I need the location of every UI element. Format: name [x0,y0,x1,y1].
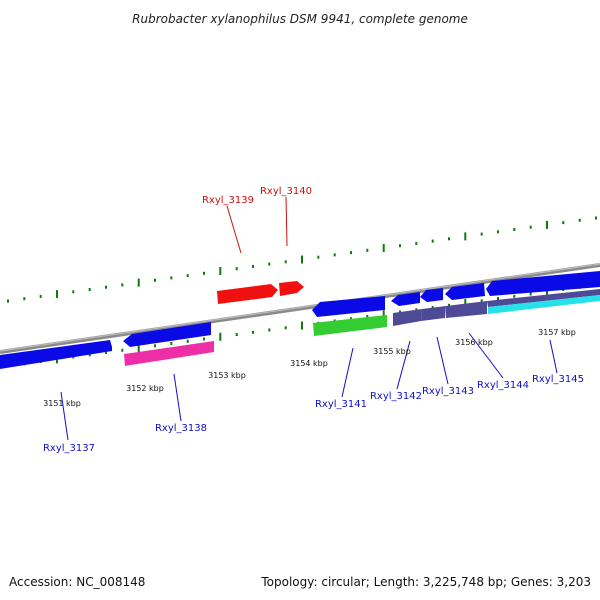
gene-rxyl-3144-lower-feature[interactable] [446,301,487,318]
gene-label-rxyl-3144[interactable]: Rxyl_3144 [477,380,529,391]
connector-rxyl-3144 [468,332,504,379]
scale-label: 3152 kbp [126,384,164,393]
connector-rxyl-3143 [436,336,449,385]
gene-rxyl-3144-feature[interactable] [445,283,485,300]
gene-rxyl-3141-lower-feature[interactable] [313,315,387,336]
connector-rxyl-3141 [341,347,354,398]
gene-label-rxyl-3145[interactable]: Rxyl_3145 [532,374,584,385]
gene-rxyl-3142-lower-feature[interactable] [393,309,422,326]
connector-rxyl-3139 [226,205,242,254]
connector-rxyl-3140 [285,196,288,247]
gene-label-rxyl-3138[interactable]: Rxyl_3138 [155,423,207,434]
genome-backbone [0,263,600,354]
gene-label-rxyl-3141[interactable]: Rxyl_3141 [315,399,367,410]
gene-label-rxyl-3143[interactable]: Rxyl_3143 [422,386,474,397]
gene-rxyl-3145-lower-feature[interactable] [488,295,600,314]
gene-labels: Rxyl_3137 Rxyl_3138 Rxyl_3139 Rxyl_3140 … [43,186,584,454]
scale-label: 3156 kbp [455,338,493,347]
scale-label: 3157 kbp [538,328,576,337]
gene-label-rxyl-3142[interactable]: Rxyl_3142 [370,391,422,402]
genome-backbone-highlight [0,263,600,352]
connector-rxyl-3137 [60,391,69,441]
label-connectors [60,196,558,441]
gene-rxyl-3143-lower-feature[interactable] [421,306,446,321]
gene-rxyl-3143-feature[interactable] [420,288,443,302]
scale-label: 3153 kbp [208,371,246,380]
gene-label-rxyl-3139[interactable]: Rxyl_3139 [202,195,254,206]
genome-summary-text: Topology: circular; Length: 3,225,748 bp… [260,575,591,589]
scale-label: 3155 kbp [373,347,411,356]
connector-rxyl-3138 [173,373,182,422]
gene-rxyl-3138-feature[interactable] [124,341,214,366]
gene-rxyl-3140-feature[interactable] [279,281,304,296]
gene-rxyl-3145-slate-feature[interactable] [487,289,600,307]
gene-rxyl-3138-upper-feature[interactable] [123,322,211,347]
gene-features [0,271,600,369]
scale-label: 3151 kbp [43,399,81,408]
gene-rxyl-3142-feature[interactable] [391,292,420,306]
scale-labels: 3151 kbp 3152 kbp 3153 kbp 3154 kbp 3155… [43,328,576,408]
connector-rxyl-3142 [396,340,411,390]
inner-tick-track [7,283,597,368]
gene-rxyl-3145-feature[interactable] [486,271,600,296]
outer-tick-track [7,216,597,303]
scale-label: 3154 kbp [290,359,328,368]
accession-text: Accession: NC_008148 [9,575,145,589]
gene-label-rxyl-3137[interactable]: Rxyl_3137 [43,443,95,454]
gene-rxyl-3139-feature[interactable] [217,284,278,304]
genome-title: Rubrobacter xylanophilus DSM 9941, compl… [132,12,468,26]
connector-rxyl-3145 [549,339,558,374]
gene-rxyl-3141-feature[interactable] [312,296,385,317]
gene-label-rxyl-3140[interactable]: Rxyl_3140 [260,186,312,197]
gene-rxyl-3137-feature[interactable] [0,340,112,369]
